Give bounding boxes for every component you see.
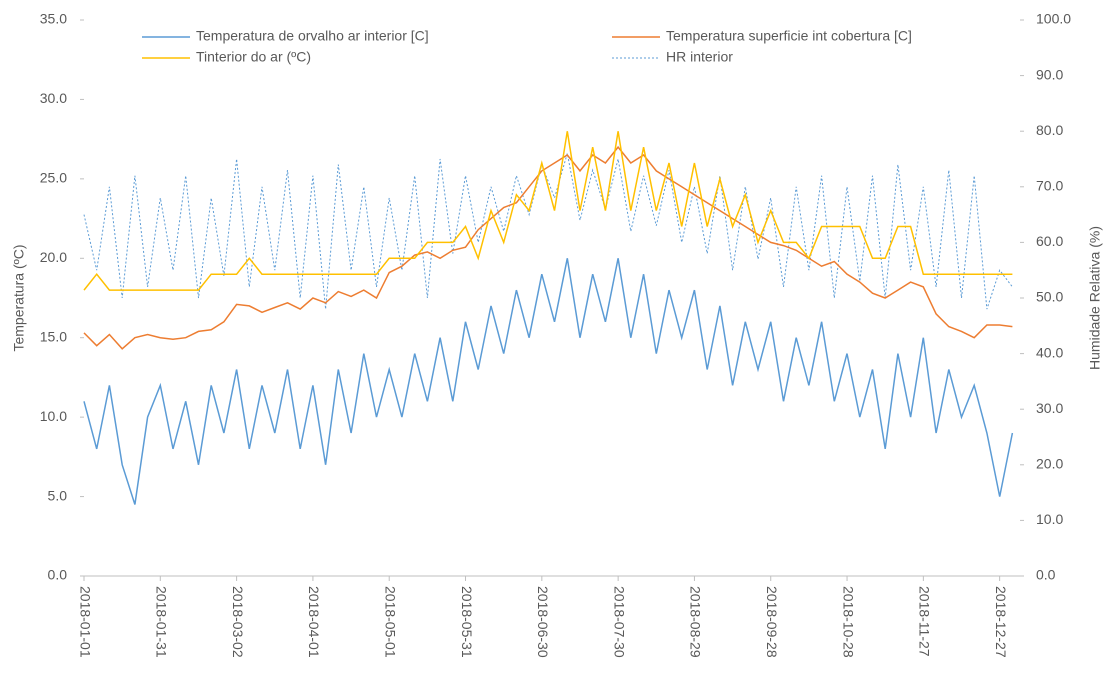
x-tick-label: 2018-05-01 bbox=[383, 586, 399, 658]
y2-tick-label: 80.0 bbox=[1036, 122, 1063, 138]
y2-tick-label: 10.0 bbox=[1036, 511, 1063, 527]
y2-tick-label: 100.0 bbox=[1036, 11, 1071, 27]
series-line bbox=[83, 258, 1014, 505]
x-tick-label: 2018-09-28 bbox=[764, 586, 780, 658]
x-tick-label: 2018-05-31 bbox=[459, 586, 475, 658]
legend-label: HR interior bbox=[666, 49, 733, 65]
y2-tick-label: 30.0 bbox=[1036, 400, 1063, 416]
y-tick-label: 5.0 bbox=[48, 487, 68, 503]
y-tick-label: 15.0 bbox=[40, 328, 67, 344]
series-line bbox=[83, 131, 1013, 291]
y-tick-label: 10.0 bbox=[40, 408, 67, 424]
y2-tick-label: 40.0 bbox=[1036, 344, 1063, 360]
legend-label: Tinterior do ar (ºC) bbox=[196, 49, 311, 65]
x-tick-label: 2018-10-28 bbox=[840, 586, 856, 658]
y2-tick-label: 70.0 bbox=[1036, 178, 1063, 194]
series-line bbox=[83, 145, 1013, 350]
y2-tick-label: 60.0 bbox=[1036, 233, 1063, 249]
y2-tick-label: 0.0 bbox=[1036, 567, 1056, 583]
y2-tick-label: 90.0 bbox=[1036, 66, 1063, 82]
legend-label: Temperatura de orvalho ar interior [C] bbox=[196, 28, 429, 44]
x-tick-label: 2018-12-27 bbox=[993, 586, 1009, 658]
x-tick-label: 2018-01-01 bbox=[77, 586, 93, 658]
y-tick-label: 20.0 bbox=[40, 249, 67, 265]
legend-label: Temperatura superficie int cobertura [C] bbox=[666, 28, 912, 44]
y-tick-label: 35.0 bbox=[40, 11, 67, 27]
y-tick-label: 30.0 bbox=[40, 90, 67, 106]
y2-axis-label: Humidade Relativa (%) bbox=[1087, 226, 1103, 370]
y-tick-label: 0.0 bbox=[48, 567, 68, 583]
y2-tick-label: 20.0 bbox=[1036, 456, 1063, 472]
y-tick-label: 25.0 bbox=[40, 170, 67, 186]
x-tick-label: 2018-03-02 bbox=[230, 586, 246, 658]
series-line bbox=[83, 153, 1013, 310]
y-axis-label: Temperatura (ºC) bbox=[11, 244, 27, 351]
x-tick-label: 2018-08-29 bbox=[688, 586, 704, 658]
x-tick-label: 2018-06-30 bbox=[535, 586, 551, 658]
x-tick-label: 2018-01-31 bbox=[154, 586, 170, 658]
y2-tick-label: 50.0 bbox=[1036, 289, 1063, 305]
x-tick-label: 2018-07-30 bbox=[611, 586, 627, 658]
x-tick-label: 2018-04-01 bbox=[306, 586, 322, 658]
x-tick-label: 2018-11-27 bbox=[917, 586, 933, 657]
